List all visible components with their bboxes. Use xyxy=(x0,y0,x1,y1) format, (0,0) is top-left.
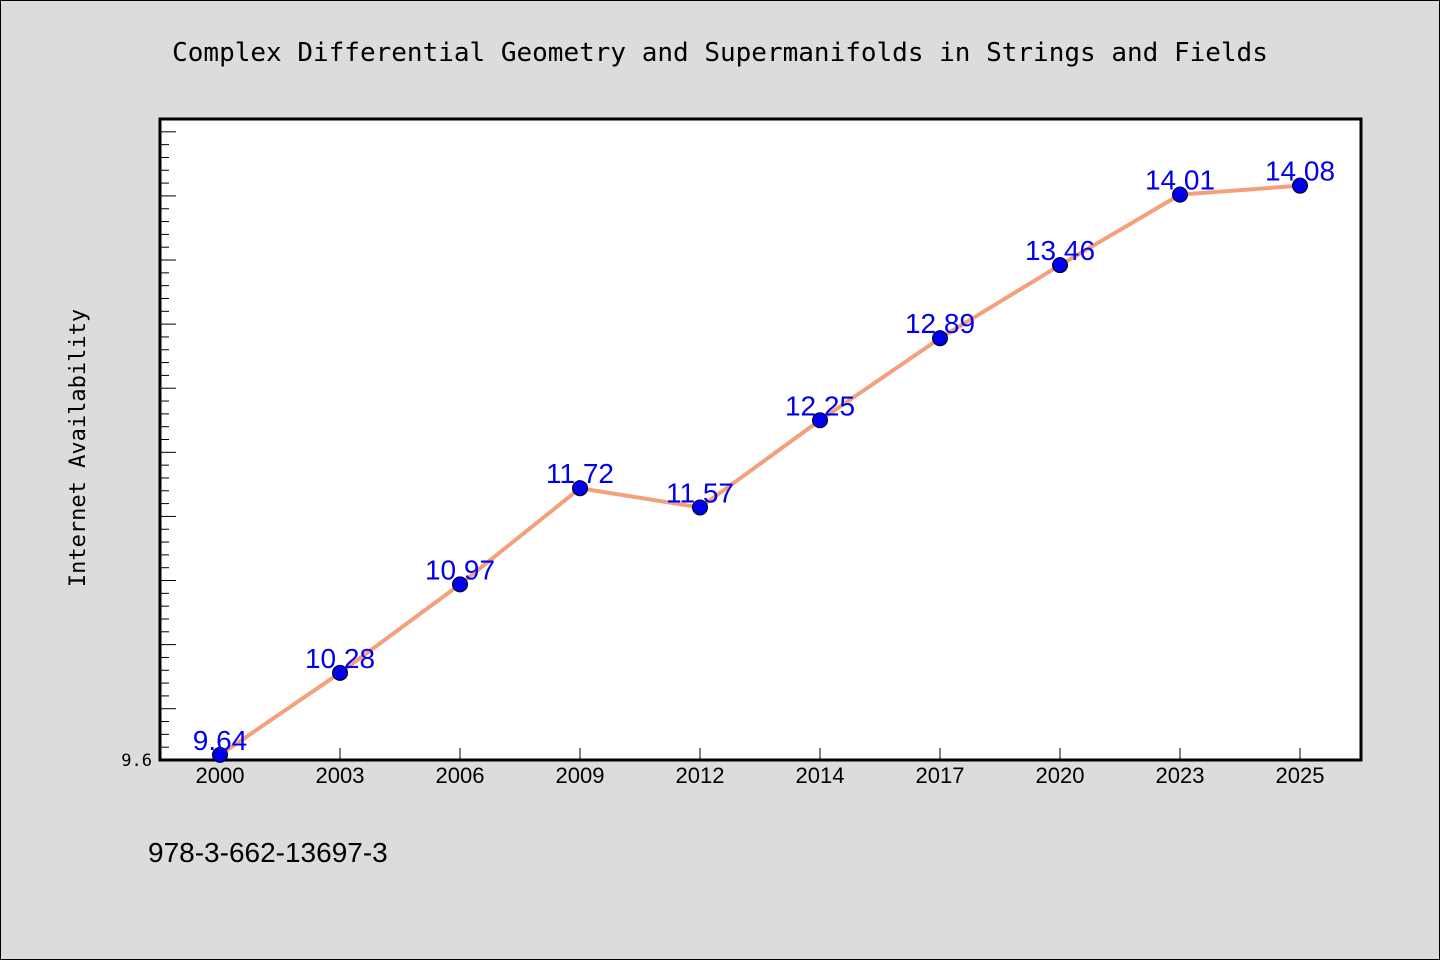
series-line-group: 9.64 10.28 10.97 11.72 11.57 12.25 12.89 13.46 1… xyxy=(193,156,1335,763)
y-tick-label: 9.6 xyxy=(121,751,152,771)
x-tick-label: 2020 xyxy=(1036,763,1085,788)
y-axis-label: Internet Availability xyxy=(66,309,91,587)
data-point xyxy=(572,480,588,497)
series-line xyxy=(218,183,1301,757)
data-point xyxy=(1172,186,1188,203)
chart-title: Complex Differential Geometry and Superm… xyxy=(172,38,1268,68)
x-tick-label: 2012 xyxy=(676,763,725,788)
data-label: 12.25 xyxy=(785,390,855,421)
data-label: 14.08 xyxy=(1265,156,1335,187)
x-tick-label: 2025 xyxy=(1276,763,1325,788)
data-label: 9.64 xyxy=(193,725,248,756)
plot-area xyxy=(158,117,1363,762)
x-tick-label: 2006 xyxy=(436,763,485,788)
x-axis-ticks: 2000 2003 2006 2009 2012 2014 2017 2020 2023 2025 xyxy=(196,748,1325,788)
data-point xyxy=(812,412,828,429)
x-tick-label: 2023 xyxy=(1156,763,1205,788)
y-axis-ticks xyxy=(160,118,176,761)
data-point xyxy=(332,664,348,681)
x-tick-label: 2017 xyxy=(916,763,965,788)
data-label: 11.57 xyxy=(666,477,734,508)
data-label: 10.97 xyxy=(425,554,495,585)
x-tick-label: 2003 xyxy=(316,763,365,788)
data-label: 12.89 xyxy=(905,308,975,339)
isbn-footer: 978-3-662-13697-3 xyxy=(148,837,388,868)
data-label: 13.46 xyxy=(1025,235,1095,266)
data-point xyxy=(452,576,468,593)
data-point xyxy=(692,499,708,516)
x-tick-label: 2000 xyxy=(196,763,245,788)
data-label: 14.01 xyxy=(1145,165,1215,196)
data-point xyxy=(212,746,228,763)
data-point xyxy=(1292,177,1308,194)
data-label: 11.72 xyxy=(546,458,614,489)
x-tick-label: 2014 xyxy=(796,763,845,788)
data-point xyxy=(932,330,948,347)
x-tick-label: 2009 xyxy=(556,763,605,788)
data-point xyxy=(1052,257,1068,274)
data-label: 10.28 xyxy=(305,643,375,674)
